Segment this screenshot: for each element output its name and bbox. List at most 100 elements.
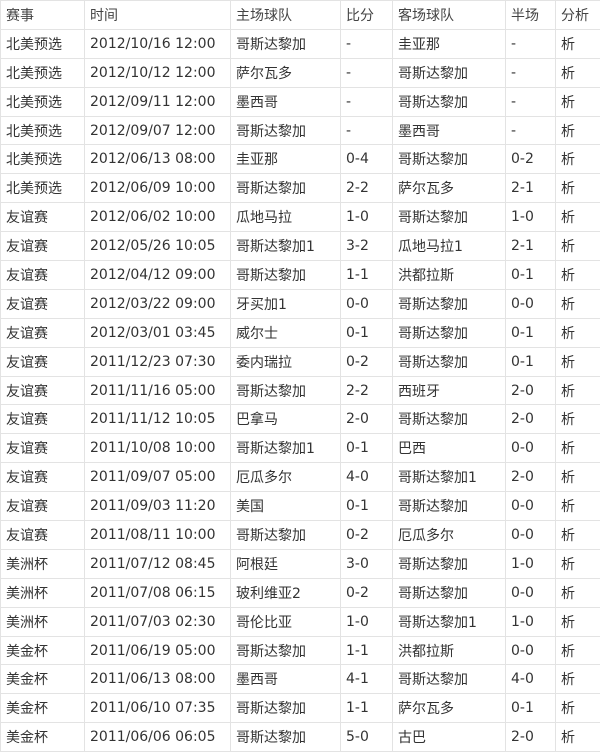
analysis-cell[interactable]: 析 — [555, 664, 600, 695]
score-cell: 0-2 — [340, 520, 393, 550]
home-team-cell: 哥斯达黎加 — [230, 115, 341, 146]
score-cell: 1-1 — [340, 693, 393, 724]
competition-cell: 北美预选 — [0, 86, 85, 117]
half-score-cell: 0-1 — [505, 693, 556, 724]
time-cell: 2011/06/13 08:00 — [84, 664, 231, 695]
analysis-cell[interactable]: 析 — [555, 28, 600, 59]
half-score-cell: 0-1 — [505, 260, 556, 290]
competition-cell: 友谊赛 — [0, 260, 85, 290]
analysis-cell[interactable]: 析 — [555, 433, 600, 464]
analysis-cell[interactable]: 析 — [555, 202, 600, 233]
home-team-cell: 厄瓜多尔 — [230, 462, 341, 493]
score-cell: 5-0 — [340, 722, 393, 752]
competition-cell: 友谊赛 — [0, 433, 85, 464]
analysis-cell[interactable]: 析 — [555, 722, 600, 752]
table-header: 赛事 时间 主场球队 比分 客场球队 半场 分析 — [0, 0, 600, 30]
away-team-cell: 瓜地马拉1 — [392, 231, 506, 262]
half-score-cell: 2-0 — [505, 722, 556, 752]
table-row: 美金杯 2011/06/13 08:00 墨西哥 4-1 哥斯达黎加 4-0 析 — [0, 664, 600, 695]
analysis-cell[interactable]: 析 — [555, 317, 600, 348]
table-row: 北美预选 2012/06/13 08:00 圭亚那 0-4 哥斯达黎加 0-2 析 — [0, 144, 600, 175]
home-team-cell: 牙买加1 — [230, 288, 341, 319]
header-cell: 时间 — [84, 0, 231, 30]
half-score-cell: 0-0 — [505, 635, 556, 666]
away-team-cell: 哥斯达黎加 — [392, 491, 506, 522]
header-cell: 半场 — [505, 0, 556, 30]
analysis-cell[interactable]: 析 — [555, 57, 600, 88]
analysis-cell[interactable]: 析 — [555, 346, 600, 377]
time-cell: 2011/09/03 11:20 — [84, 491, 231, 522]
table-row: 友谊赛 2012/04/12 09:00 哥斯达黎加 1-1 洪都拉斯 0-1 析 — [0, 260, 600, 290]
analysis-cell[interactable]: 析 — [555, 548, 600, 579]
analysis-cell[interactable]: 析 — [555, 635, 600, 666]
analysis-cell[interactable]: 析 — [555, 491, 600, 522]
half-score-cell: 0-0 — [505, 577, 556, 608]
analysis-cell[interactable]: 析 — [555, 260, 600, 290]
away-team-cell: 厄瓜多尔 — [392, 520, 506, 550]
analysis-cell[interactable]: 析 — [555, 231, 600, 262]
competition-cell: 友谊赛 — [0, 491, 85, 522]
competition-cell: 北美预选 — [0, 115, 85, 146]
time-cell: 2011/11/12 10:05 — [84, 404, 231, 435]
table-body: 北美预选 2012/10/16 12:00 哥斯达黎加 - 圭亚那 - 析北美预选 2012/… — [0, 28, 600, 752]
home-team-cell: 哥斯达黎加1 — [230, 433, 341, 464]
time-cell: 2012/06/02 10:00 — [84, 202, 231, 233]
competition-cell: 友谊赛 — [0, 375, 85, 406]
analysis-cell[interactable]: 析 — [555, 577, 600, 608]
score-cell: 0-0 — [340, 288, 393, 319]
table-row: 美金杯 2011/06/19 05:00 哥斯达黎加 1-1 洪都拉斯 0-0 析 — [0, 635, 600, 666]
score-cell: 0-2 — [340, 577, 393, 608]
table-row: 北美预选 2012/09/07 12:00 哥斯达黎加 - 墨西哥 - 析 — [0, 115, 600, 146]
analysis-cell[interactable]: 析 — [555, 520, 600, 550]
table-row: 友谊赛 2011/09/07 05:00 厄瓜多尔 4-0 哥斯达黎加1 2-0 析 — [0, 462, 600, 493]
home-team-cell: 圭亚那 — [230, 144, 341, 175]
away-team-cell: 萨尔瓦多 — [392, 173, 506, 204]
half-score-cell: - — [505, 86, 556, 117]
half-score-cell: 0-0 — [505, 491, 556, 522]
half-score-cell: 0-0 — [505, 520, 556, 550]
competition-cell: 美洲杯 — [0, 548, 85, 579]
away-team-cell: 哥斯达黎加1 — [392, 462, 506, 493]
time-cell: 2011/06/19 05:00 — [84, 635, 231, 666]
analysis-cell[interactable]: 析 — [555, 375, 600, 406]
competition-cell: 友谊赛 — [0, 520, 85, 550]
table-row: 美洲杯 2011/07/08 06:15 玻利维亚2 0-2 哥斯达黎加 0-0 析 — [0, 577, 600, 608]
home-team-cell: 哥斯达黎加 — [230, 173, 341, 204]
header-cell: 主场球队 — [230, 0, 341, 30]
analysis-cell[interactable]: 析 — [555, 144, 600, 175]
competition-cell: 友谊赛 — [0, 404, 85, 435]
table-row: 北美预选 2012/10/12 12:00 萨尔瓦多 - 哥斯达黎加 - 析 — [0, 57, 600, 88]
competition-cell: 友谊赛 — [0, 462, 85, 493]
table-row: 北美预选 2012/09/11 12:00 墨西哥 - 哥斯达黎加 - 析 — [0, 86, 600, 117]
half-score-cell: 1-0 — [505, 606, 556, 637]
analysis-cell[interactable]: 析 — [555, 115, 600, 146]
analysis-cell[interactable]: 析 — [555, 288, 600, 319]
away-team-cell: 洪都拉斯 — [392, 260, 506, 290]
score-cell: - — [340, 57, 393, 88]
analysis-cell[interactable]: 析 — [555, 86, 600, 117]
analysis-cell[interactable]: 析 — [555, 404, 600, 435]
home-team-cell: 阿根廷 — [230, 548, 341, 579]
competition-cell: 友谊赛 — [0, 288, 85, 319]
analysis-cell[interactable]: 析 — [555, 693, 600, 724]
time-cell: 2011/09/07 05:00 — [84, 462, 231, 493]
analysis-cell[interactable]: 析 — [555, 173, 600, 204]
analysis-cell[interactable]: 析 — [555, 606, 600, 637]
score-cell: 2-0 — [340, 404, 393, 435]
time-cell: 2011/06/10 07:35 — [84, 693, 231, 724]
table-row: 美金杯 2011/06/06 06:05 哥斯达黎加 5-0 古巴 2-0 析 — [0, 722, 600, 752]
home-team-cell: 威尔士 — [230, 317, 341, 348]
table-row: 友谊赛 2011/12/23 07:30 委内瑞拉 0-2 哥斯达黎加 0-1 析 — [0, 346, 600, 377]
half-score-cell: - — [505, 115, 556, 146]
home-team-cell: 萨尔瓦多 — [230, 57, 341, 88]
table-row: 友谊赛 2012/03/01 03:45 威尔士 0-1 哥斯达黎加 0-1 析 — [0, 317, 600, 348]
home-team-cell: 委内瑞拉 — [230, 346, 341, 377]
away-team-cell: 哥斯达黎加 — [392, 57, 506, 88]
analysis-cell[interactable]: 析 — [555, 462, 600, 493]
half-score-cell: 0-2 — [505, 144, 556, 175]
score-cell: - — [340, 28, 393, 59]
time-cell: 2011/08/11 10:00 — [84, 520, 231, 550]
score-cell: 4-0 — [340, 462, 393, 493]
home-team-cell: 墨西哥 — [230, 86, 341, 117]
